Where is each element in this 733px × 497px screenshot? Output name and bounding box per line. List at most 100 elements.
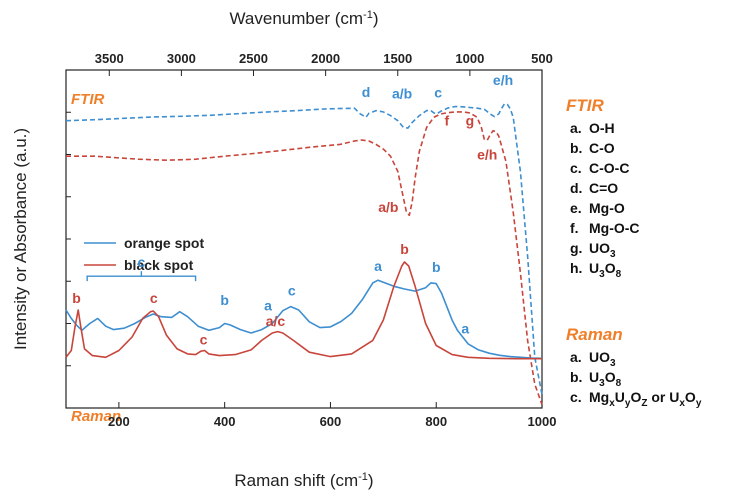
top-tick-label: 3000: [167, 51, 196, 66]
formula-part: O: [630, 389, 641, 405]
bottom-tick-label: 200: [108, 414, 130, 429]
bottom-tick-label: 800: [425, 414, 447, 429]
formula-part: U: [615, 389, 625, 405]
ftir-item-letter: a.: [570, 120, 582, 136]
ftir-mode-label: FTIR: [71, 91, 104, 108]
assignment-legend: FTIR a. O-H b. C-O c. C-O-C d. C=O e. Mg-O f. Mg-O-…: [566, 96, 702, 409]
bracket-label: c: [137, 254, 145, 270]
formula-part: 3: [610, 358, 616, 369]
formula-part: y: [625, 398, 631, 409]
ftir-series-black-spot: [66, 111, 543, 405]
formula-part: 3: [599, 378, 605, 389]
legend-label-black-spot: black spot: [124, 257, 194, 273]
ftir-item-letter: g.: [570, 240, 582, 256]
peak-label: a: [461, 321, 469, 337]
top-axis-title: Wavenumber (cm-1): [230, 9, 379, 28]
peak-label: b: [72, 290, 81, 306]
ftir-item-formula: C-O: [589, 140, 615, 156]
formula-part: C=O: [589, 180, 618, 196]
ftir-item-letter: d.: [570, 180, 582, 196]
raman-series-orange-spot: [65, 279, 543, 360]
raman-mode-label: Raman: [71, 408, 121, 425]
peak-label: c: [150, 290, 158, 306]
ftir-item-letter: h.: [570, 260, 582, 276]
formula-part: Z: [641, 398, 647, 409]
raman-bracket: [86, 271, 197, 282]
peak-label: b: [432, 259, 441, 275]
peak-label: c: [434, 85, 442, 101]
peak-label: a: [264, 298, 272, 314]
peak-label: d: [362, 84, 371, 100]
y-axis-title: Intensity or Absorbance (a.u.): [11, 128, 30, 350]
raman-item-formula: MgxUyOZ or UxOy: [589, 389, 702, 409]
ftir-item-letter: e.: [570, 200, 582, 216]
raman-item-letter: a.: [570, 349, 582, 365]
peak-label: a/b: [378, 199, 398, 215]
peak-label: a/c: [266, 313, 286, 329]
peak-label: f: [444, 112, 449, 128]
top-tick-label: 2500: [239, 51, 268, 66]
formula-part: 3: [599, 269, 605, 280]
bottom-tick-label: 600: [320, 414, 342, 429]
bottom-axis-title-close: ): [368, 471, 374, 490]
ftir-assignment-list: a. O-H b. C-O c. C-O-C d. C=O e. Mg-O f. Mg-O-C g. UO…: [570, 120, 640, 280]
ftir-series-orange-spot: [65, 103, 543, 395]
top-tick-label: 1500: [383, 51, 412, 66]
ftir-item-letter: f.: [570, 220, 579, 236]
formula-part: or U: [647, 389, 679, 405]
peak-label: b: [220, 292, 229, 308]
formula-part: O: [605, 260, 616, 276]
axis-ticks: 3500 3000 2500 2000 1500 1000 500 200 400 600 800 1…: [66, 51, 556, 429]
ftir-item-formula: UO3: [589, 240, 616, 260]
raman-series-black-spot: [65, 261, 542, 360]
formula-part: 8: [616, 269, 622, 280]
formula-part: x: [679, 398, 685, 409]
peak-label: c: [288, 282, 296, 298]
formula-part: Mg-O: [589, 200, 625, 216]
raman-item-formula: UO3: [589, 349, 616, 369]
formula-part: U: [589, 260, 599, 276]
ftir-item-formula: C=O: [589, 180, 618, 196]
formula-part: U: [589, 369, 599, 385]
top-tick-label: 2000: [311, 51, 340, 66]
peak-label: g: [466, 112, 475, 128]
side-raman-title: Raman: [566, 325, 623, 344]
formula-part: 8: [616, 378, 622, 389]
top-axis-title-sup: -1: [363, 9, 373, 21]
ftir-item-formula: O-H: [589, 120, 615, 136]
peak-label: b: [400, 241, 409, 257]
bottom-tick-label: 400: [214, 414, 236, 429]
top-tick-label: 3500: [95, 51, 124, 66]
formula-part: C-O-C: [589, 160, 629, 176]
ftir-item-letter: c.: [570, 160, 582, 176]
legend-label-orange-spot: orange spot: [124, 235, 204, 251]
peak-label: a: [374, 258, 382, 274]
top-axis-title-main: Wavenumber (cm: [230, 9, 364, 28]
ftir-item-letter: b.: [570, 140, 582, 156]
formula-part: O-H: [589, 120, 615, 136]
ftir-item-formula: Mg-O: [589, 200, 625, 216]
peak-label: c: [200, 331, 208, 347]
raman-item-letter: b.: [570, 369, 582, 385]
bottom-axis-title-sup: -1: [358, 471, 368, 483]
raman-item-formula: U3O8: [589, 369, 622, 389]
bottom-axis-title-main: Raman shift (cm: [234, 471, 358, 490]
peak-label: e/h: [477, 147, 497, 163]
formula-part: C-O: [589, 140, 615, 156]
formula-part: y: [696, 398, 702, 409]
top-axis-title-close: ): [373, 9, 379, 28]
ftir-item-formula: U3O8: [589, 260, 622, 280]
formula-part: Mg: [589, 389, 609, 405]
top-tick-label: 1000: [455, 51, 484, 66]
formula-part: UO: [589, 240, 610, 256]
formula-part: O: [685, 389, 696, 405]
bottom-axis-title: Raman shift (cm-1): [234, 471, 373, 490]
peak-label: e/h: [493, 72, 513, 88]
series-legend: orange spot black spot: [84, 235, 204, 273]
formula-part: O: [605, 369, 616, 385]
formula-part: x: [609, 398, 615, 409]
formula-part: UO: [589, 349, 610, 365]
formula-part: 3: [610, 249, 616, 260]
